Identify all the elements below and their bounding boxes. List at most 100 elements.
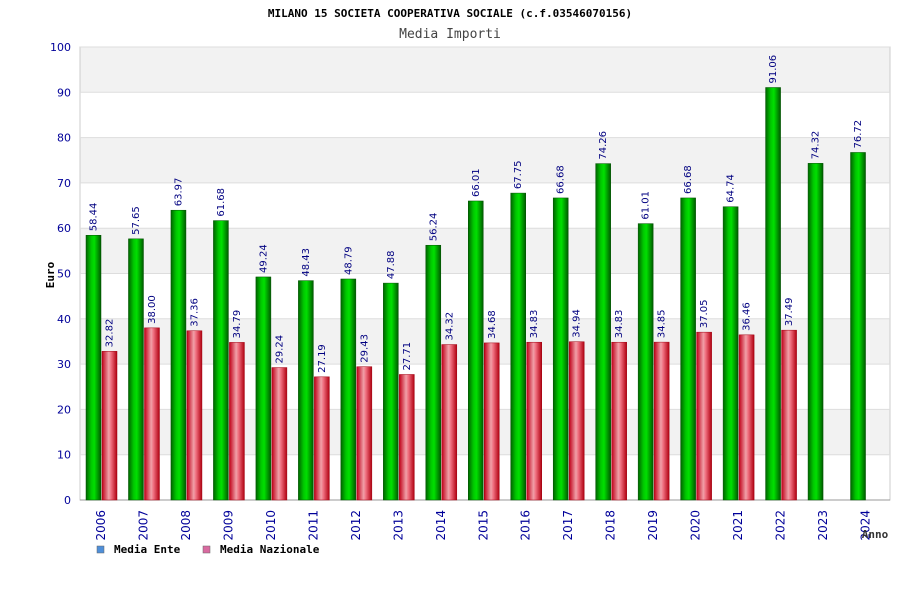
- x-tick-label: 2018: [604, 510, 618, 541]
- bar-media-nazionale: [101, 351, 118, 501]
- bar-media-nazionale: [399, 374, 415, 501]
- data-label: 34.32: [444, 312, 455, 341]
- data-label: 66.68: [683, 165, 694, 194]
- bar-media-nazionale: [526, 341, 542, 501]
- legend-label: Media Ente: [114, 543, 181, 556]
- x-tick-label: 2020: [689, 510, 703, 541]
- y-tick-label: 10: [57, 449, 71, 462]
- legend: Media Ente Media Nazionale: [96, 543, 320, 556]
- plot-band: [80, 137, 890, 183]
- data-label: 91.06: [768, 55, 779, 84]
- plot-band: [80, 47, 890, 93]
- bar-media-ente: [765, 87, 781, 501]
- bar-media-nazionale: [738, 334, 755, 501]
- x-tick-label: 2022: [774, 510, 788, 541]
- data-label: 37.05: [699, 300, 710, 329]
- data-label: 36.46: [742, 302, 753, 331]
- bar-media-ente: [468, 200, 484, 501]
- x-tick-label: 2023: [816, 510, 830, 541]
- bar-media-nazionale: [356, 366, 373, 501]
- data-label: 66.01: [471, 168, 482, 197]
- data-label: 49.24: [258, 244, 269, 273]
- bar-media-ente: [425, 244, 442, 501]
- data-label: 27.71: [402, 342, 413, 371]
- data-label: 74.32: [811, 131, 822, 160]
- chart-subtitle: Media Importi: [399, 27, 501, 42]
- y-tick-label: 20: [57, 403, 71, 416]
- y-tick-label: 70: [57, 177, 71, 190]
- legend-swatch-media-ente: [96, 545, 105, 554]
- bar-media-nazionale: [144, 327, 160, 501]
- x-axis-label: Anno: [862, 528, 889, 541]
- data-label: 34.83: [529, 310, 540, 339]
- x-axis-ticks: 2006 2007 2008 2009 2010 2011 2012 2013 2014 2015…: [94, 510, 873, 541]
- bar-media-ente: [383, 282, 399, 501]
- bar-media-ente: [128, 238, 144, 501]
- x-tick-label: 2015: [476, 510, 490, 541]
- bar-media-nazionale: [696, 331, 712, 501]
- x-tick-label: 2009: [221, 510, 235, 541]
- bar-media-ente: [255, 276, 272, 501]
- data-label: 61.01: [641, 191, 652, 220]
- legend-swatch-media-nazionale: [202, 545, 211, 554]
- data-label: 34.83: [614, 310, 625, 339]
- bar-media-ente: [595, 163, 611, 501]
- data-label: 38.00: [147, 295, 158, 324]
- x-tick-label: 2010: [264, 510, 278, 541]
- plot-band: [80, 92, 890, 138]
- y-tick-label: 0: [64, 494, 71, 507]
- bar-media-ente: [340, 278, 357, 501]
- bar-media-ente: [680, 197, 696, 501]
- bar-media-ente: [637, 223, 654, 501]
- y-tick-label: 30: [57, 358, 71, 371]
- bar-media-nazionale: [781, 329, 797, 501]
- y-axis-label: Euro: [44, 261, 57, 288]
- bar-media-ente: [510, 192, 526, 501]
- data-label: 61.68: [216, 188, 227, 217]
- bar-media-nazionale: [568, 341, 585, 501]
- data-label: 56.24: [428, 213, 439, 242]
- bar-media-ente: [552, 197, 569, 501]
- x-tick-label: 2011: [306, 510, 320, 541]
- bar-media-ente: [85, 235, 102, 501]
- bar-media-nazionale: [186, 330, 203, 501]
- bar-media-ente: [807, 163, 824, 501]
- data-label: 63.97: [173, 178, 184, 207]
- legend-label: Media Nazionale: [220, 543, 320, 556]
- bars-group: 58.44 32.82 57.65 38.00 63.97 37.36 61.68 34.79…: [85, 55, 866, 501]
- chart-title: MILANO 15 SOCIETA COOPERATIVA SOCIALE (c…: [268, 7, 632, 20]
- bar-media-ente: [298, 280, 314, 501]
- bar-media-ente: [213, 220, 229, 501]
- data-label: 58.44: [89, 203, 100, 232]
- x-tick-label: 2014: [434, 510, 448, 541]
- bar-media-nazionale: [314, 376, 330, 501]
- data-label: 37.36: [189, 298, 200, 327]
- data-label: 34.94: [572, 309, 583, 338]
- x-tick-label: 2012: [349, 510, 363, 541]
- data-label: 34.85: [657, 309, 668, 338]
- y-tick-label: 40: [57, 313, 71, 326]
- data-label: 64.74: [726, 174, 737, 203]
- data-label: 48.43: [301, 248, 312, 277]
- data-label: 66.68: [556, 165, 567, 194]
- data-label: 48.79: [343, 246, 354, 275]
- x-tick-label: 2006: [94, 510, 108, 541]
- data-label: 47.88: [386, 250, 397, 279]
- bar-media-nazionale: [611, 341, 627, 501]
- bar-media-ente: [170, 209, 187, 501]
- x-tick-label: 2017: [561, 510, 575, 541]
- bar-media-nazionale: [484, 342, 500, 501]
- data-label: 76.72: [853, 120, 864, 149]
- x-tick-label: 2019: [646, 510, 660, 541]
- data-label: 34.68: [487, 310, 498, 339]
- x-tick-label: 2016: [519, 510, 533, 541]
- x-tick-label: 2013: [391, 510, 405, 541]
- y-tick-label: 60: [57, 222, 71, 235]
- data-label: 34.79: [232, 310, 243, 339]
- bar-media-ente: [850, 152, 866, 501]
- bar-media-ente: [722, 206, 739, 501]
- data-label: 67.75: [513, 160, 524, 189]
- bar-media-nazionale: [441, 344, 458, 501]
- x-tick-label: 2008: [179, 510, 193, 541]
